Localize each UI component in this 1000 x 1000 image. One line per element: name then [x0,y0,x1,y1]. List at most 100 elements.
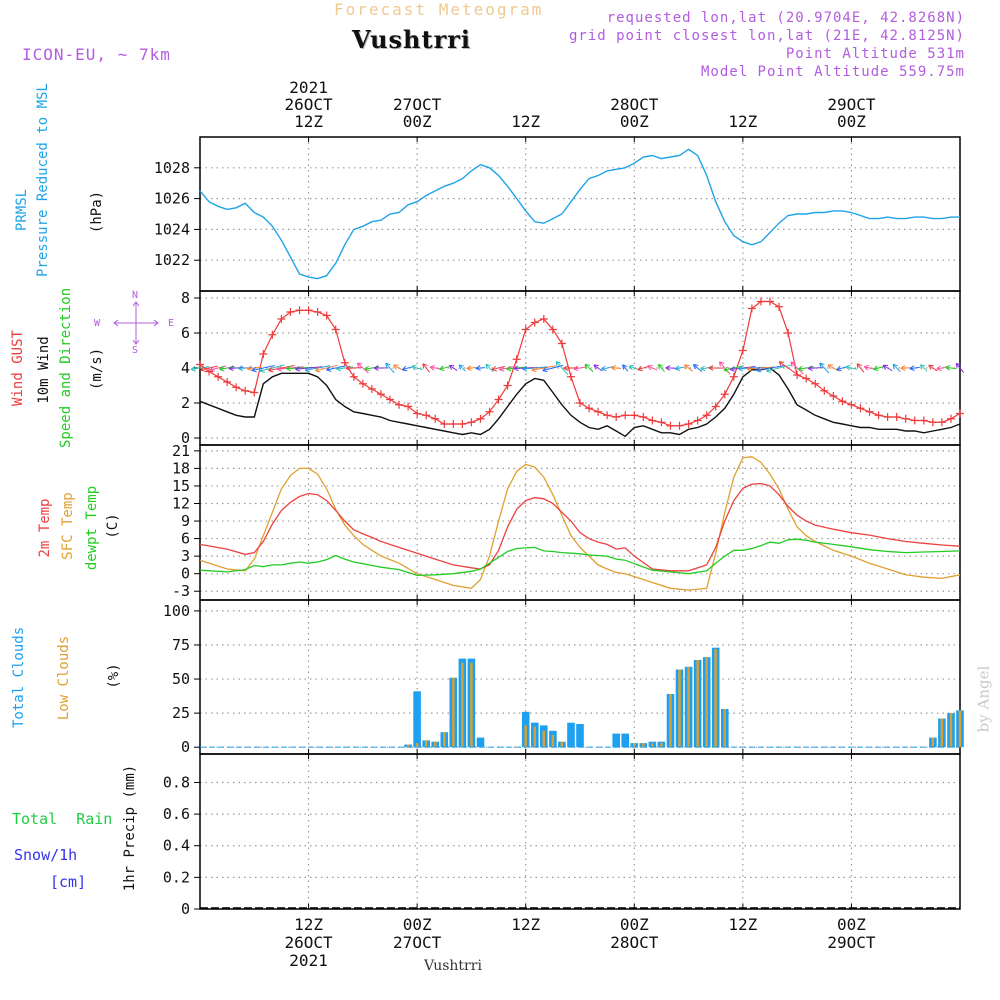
gust-marker [784,329,793,337]
gust-marker [675,421,684,430]
panel-frame [199,753,961,910]
gust-marker [521,325,530,334]
wind-direction-arrow [336,365,354,372]
y-tick-label: 1022 [154,251,190,269]
sfc-temp-line [199,456,961,591]
compass-s-label: S [132,345,139,356]
gust-marker [747,304,756,313]
low-clouds-bar [542,730,545,748]
gust-marker [440,420,449,428]
low-clouds-bar [949,713,953,748]
wind-direction-arrow [475,365,486,371]
gust-marker [729,372,738,381]
bottom-year-label: 2021 [289,951,328,970]
gust-marker [775,302,784,311]
wind-direction-arrow [873,365,884,371]
y-tick-label: 0 [181,900,190,918]
gust-marker [630,411,639,420]
wind-direction-arrow [766,364,792,373]
gust-marker [476,414,485,423]
wind-direction-arrow [219,365,235,372]
wind-direction-arrow [373,365,389,371]
station-title: Vushtrri [352,25,471,54]
gust-marker [901,414,910,423]
gust-marker [494,395,503,404]
gust-marker [865,407,874,416]
gust-marker [286,308,295,316]
top-time-label: 00Z [403,112,432,131]
bottom-time-label: 00Z [620,915,649,934]
wind-10m-line [199,367,961,438]
gust-marker [684,420,693,428]
wind-direction-arrow [429,365,441,371]
gust-marker [874,411,883,420]
gust-marker [268,330,277,339]
bottom-time-label: 00Z [837,915,866,934]
wind-direction-arrow [657,363,665,372]
y-tick-label: 0.4 [163,837,190,855]
low-clouds-bar [723,709,726,748]
low-clouds-bar [940,718,944,748]
gust-marker [431,414,440,423]
wind-direction-arrow [718,361,731,375]
wind-direction-arrow [692,363,703,372]
gust-marker [766,297,774,306]
y-tick-label: 50 [172,670,190,688]
wind-direction-arrow [364,365,380,372]
snow-label: Snow/1h [14,846,78,864]
dewpt-line [199,538,961,577]
y-tick-label: 15 [172,477,190,495]
gust-marker [956,409,964,418]
low-clouds-bar [958,710,962,748]
wind-direction-arrow [936,365,948,371]
bottom-day-label: 27OCT [393,933,442,952]
gust-marker [576,399,584,407]
y-tick-label: 8 [181,289,190,307]
gust-marker [946,414,955,423]
gust-marker [539,315,548,323]
gust-marker [621,411,630,420]
wind-direction-arrow [356,362,369,374]
top-day-label: 26OCT [284,95,333,114]
gust-marker [829,392,838,400]
low-clouds-bar [415,743,419,748]
wind-direction-arrow [593,364,603,372]
gust-marker [793,371,802,379]
wind-direction-arrow [466,365,477,371]
wind-direction-arrow [684,364,693,372]
top-time-label: 12Z [294,112,323,131]
point-altitude: Point Altitude 531m [785,46,965,62]
wind-direction-arrow [790,361,804,375]
y-tick-label: 12 [172,494,190,512]
bottom-day-label: 28OCT [610,933,659,952]
gust-marker [603,411,612,420]
gust-marker [196,360,204,369]
wind-direction-arrow [573,365,587,372]
gust-marker [585,404,594,413]
gust-marker [467,418,476,427]
gust-marker [756,297,765,306]
y-tick-label: 0.6 [163,805,190,823]
rain-label: Rain [76,810,113,828]
wind-direction-arrow [345,365,362,372]
wind-direction-arrow [448,364,458,372]
wind-direction-arrow [819,362,830,374]
wind-gust-line [199,300,961,427]
low-clouds-bar [642,743,645,748]
wind-direction-arrow [601,365,613,372]
gust-marker [295,306,304,315]
gust-marker [413,409,422,418]
low-clouds-bar [406,744,410,748]
wind-direction-arrow [856,363,865,373]
low-clouds-bar [696,660,699,748]
low-clouds-bar [470,662,473,748]
gust-marker [449,420,458,428]
compass-n-label: N [132,290,139,301]
gust-marker [820,386,829,395]
wind-direction-arrow [708,365,723,371]
gust-marker [458,420,467,428]
gust-marker [802,374,811,383]
gust-marker [395,400,404,409]
panel-frame [199,136,961,292]
low-clouds-bar [461,662,464,748]
